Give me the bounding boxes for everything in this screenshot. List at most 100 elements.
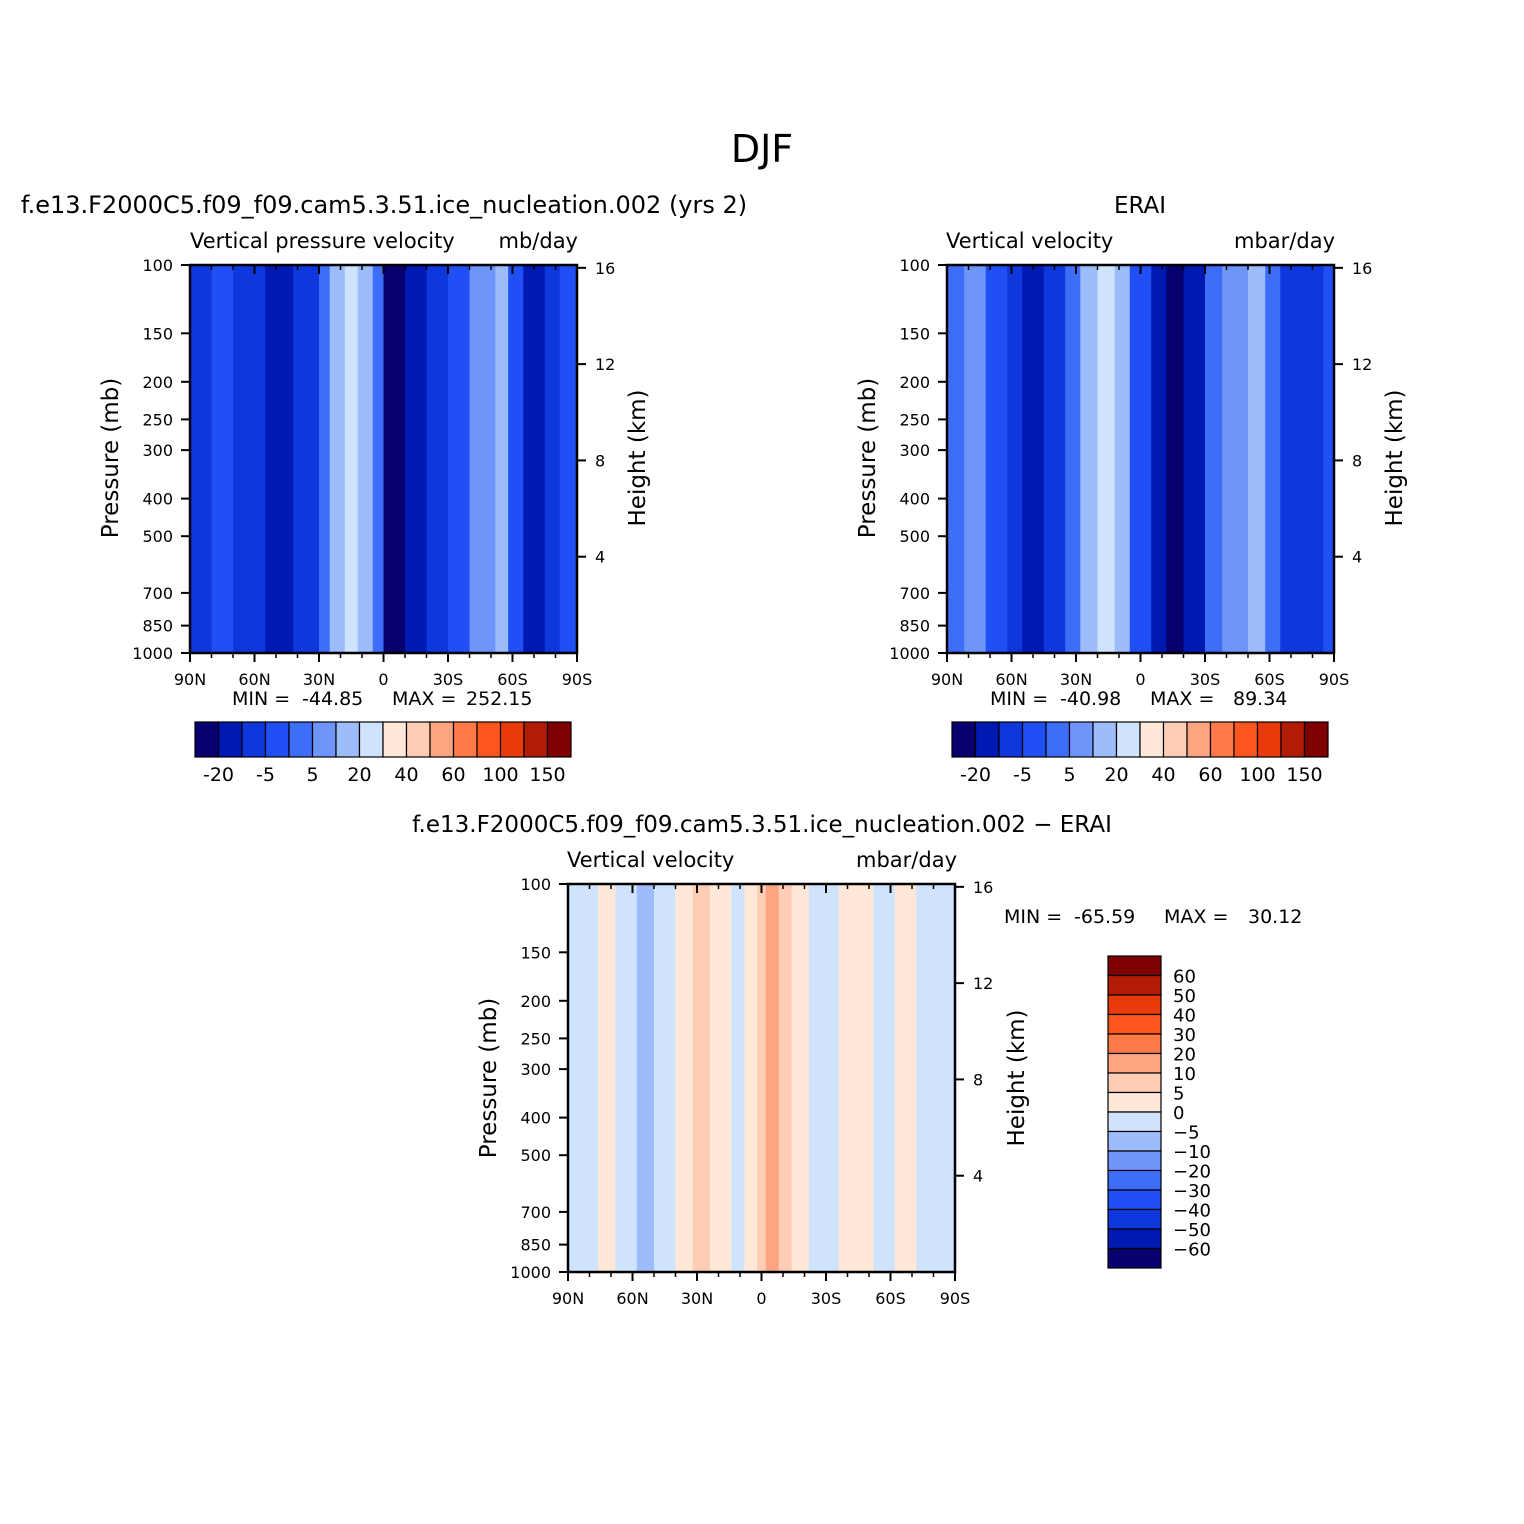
- y-tick-label: 500: [142, 527, 173, 546]
- x-tick-label: 30N: [303, 670, 335, 689]
- field-band: [1007, 265, 1023, 653]
- field-band: [636, 884, 655, 1272]
- x-tick-label: 0: [378, 670, 388, 689]
- field-band: [937, 884, 956, 1272]
- x-tick-label: 60S: [875, 1289, 906, 1308]
- figure-title: DJF: [731, 127, 793, 171]
- colorbar-label: −10: [1173, 1142, 1211, 1163]
- y-tick-label: 300: [142, 441, 173, 460]
- field-band: [190, 265, 213, 653]
- x-tick-label: 90N: [931, 670, 963, 689]
- colorbar-label: 10: [1173, 1064, 1196, 1085]
- panel-model-ylabel: Pressure (mb): [98, 378, 124, 538]
- colorbar-box: [1256, 721, 1282, 758]
- field-band: [1222, 265, 1249, 653]
- field-band: [1248, 265, 1266, 653]
- y-tick-label: 200: [899, 373, 930, 392]
- colorbar-label: 20: [347, 764, 371, 786]
- y-tick-label: 850: [520, 1236, 551, 1255]
- panel-model-min-label: MIN =: [232, 688, 290, 710]
- colorbar-box: [405, 721, 431, 758]
- colorbar-label: 5: [1173, 1084, 1184, 1105]
- field-band: [469, 265, 496, 653]
- colorbar-box: [217, 721, 243, 758]
- field-band: [233, 265, 266, 653]
- y2-tick-label: 16: [1352, 259, 1372, 278]
- colorbar-label: 40: [1151, 764, 1175, 786]
- field-band: [1043, 265, 1066, 653]
- field-band: [265, 265, 294, 653]
- colorbar-label: 30: [1173, 1025, 1196, 1046]
- y2-tick-label: 16: [595, 259, 615, 278]
- colorbar-box: [1107, 1052, 1162, 1074]
- panel-diff-title: f.e13.F2000C5.f09_f09.cam5.3.51.ice_nucl…: [412, 812, 1112, 838]
- panel-diff-units: mbar/day: [856, 848, 957, 872]
- colorbar-box: [951, 721, 977, 758]
- field-band: [1183, 265, 1206, 653]
- field-band: [508, 265, 524, 653]
- colorbar-label: 5: [306, 764, 318, 786]
- y-tick-label: 150: [142, 324, 173, 343]
- panel-model-max-value: 252.15: [466, 688, 532, 710]
- field-band: [838, 884, 853, 1272]
- panel-erai: ERAI Vertical velocity mbar/day 100 150 20…: [855, 193, 1408, 786]
- x-tick-label: 0: [1135, 670, 1145, 689]
- colorbar-label: 40: [1173, 1006, 1196, 1027]
- panel-erai-ylabel: Pressure (mb): [855, 378, 881, 538]
- field-band: [544, 265, 561, 653]
- y2-tick-label: 12: [595, 355, 615, 374]
- field-band: [947, 265, 965, 653]
- panel-erai-colorbar: -20 -5 5 20 40 60 100 150: [951, 721, 1329, 786]
- field-band: [615, 884, 638, 1272]
- colorbar-box: [1107, 1111, 1162, 1133]
- panel-diff-max-value: 30.12: [1248, 906, 1302, 928]
- colorbar-box: [382, 721, 408, 758]
- colorbar-label: −20: [1173, 1162, 1211, 1183]
- x-tick-label: 90S: [940, 1289, 971, 1308]
- field-band: [964, 265, 987, 653]
- panel-erai-min-label: MIN =: [990, 688, 1048, 710]
- y2-tick-label: 8: [973, 1070, 983, 1089]
- panel-diff-min-value: -65.59: [1074, 906, 1135, 928]
- x-tick-label: 60S: [1254, 670, 1285, 689]
- y2-tick-label: 16: [973, 878, 993, 897]
- y-tick-label: 850: [899, 617, 930, 636]
- field-band: [692, 884, 711, 1272]
- y2-tick-label: 12: [973, 974, 993, 993]
- field-band: [744, 884, 758, 1272]
- y-tick-label: 400: [142, 490, 173, 509]
- y-tick-label: 200: [142, 373, 173, 392]
- y-tick-label: 1000: [132, 644, 173, 663]
- field-band: [1097, 265, 1116, 653]
- panel-model-units: mb/day: [499, 229, 579, 253]
- panel-erai-max-label: MAX =: [1150, 688, 1214, 710]
- y-tick-label: 250: [899, 410, 930, 429]
- field-band: [778, 884, 793, 1272]
- colorbar-box: [264, 721, 290, 758]
- y-tick-label: 100: [520, 875, 551, 894]
- colorbar-box: [546, 721, 572, 758]
- colorbar-box: [1107, 1189, 1162, 1211]
- colorbar-box: [1107, 1033, 1162, 1055]
- y-tick-label: 100: [142, 256, 173, 275]
- field-band: [293, 265, 320, 653]
- colorbar-label: 20: [1173, 1045, 1196, 1066]
- panel-erai-min-value: -40.98: [1060, 688, 1121, 710]
- panel-model-max-label: MAX =: [392, 688, 456, 710]
- colorbar-box: [429, 721, 455, 758]
- colorbar-label: −60: [1173, 1240, 1211, 1261]
- field-band: [319, 265, 331, 653]
- colorbar-label: 100: [1239, 764, 1275, 786]
- colorbar-label: −50: [1173, 1220, 1211, 1241]
- field-band: [1151, 265, 1167, 653]
- y-tick-label: 250: [142, 410, 173, 429]
- field-band: [372, 265, 385, 653]
- panel-diff-max-label: MAX =: [1164, 906, 1228, 928]
- x-tick-label: 90S: [1319, 670, 1350, 689]
- panel-model-title: f.e13.F2000C5.f09_f09.cam5.3.51.ice_nucl…: [21, 191, 747, 219]
- colorbar-box: [974, 721, 1000, 758]
- field-band: [383, 265, 406, 653]
